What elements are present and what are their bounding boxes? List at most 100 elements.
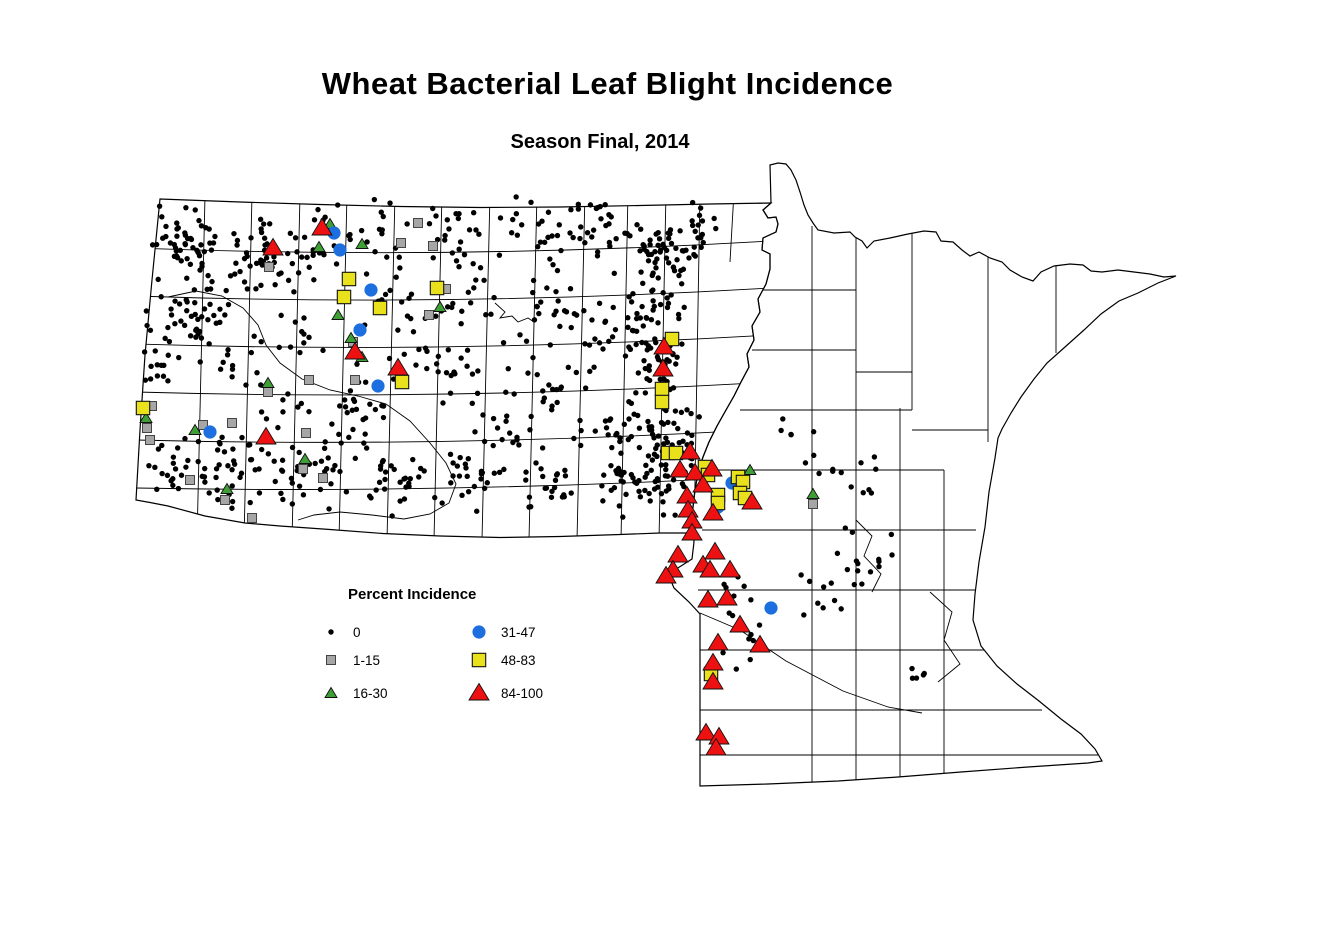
zero-dot	[553, 308, 559, 314]
zero-dot	[285, 277, 292, 284]
gray-square-marker	[808, 499, 818, 509]
zero-dot	[663, 466, 669, 473]
zero-dot	[444, 304, 451, 310]
zero-dot	[148, 363, 154, 370]
zero-dot	[288, 475, 295, 482]
zero-dot	[196, 217, 202, 224]
zero-dot	[206, 226, 212, 232]
zero-dot	[182, 435, 188, 442]
zero-dot	[647, 498, 653, 504]
zero-dot	[407, 475, 413, 482]
zero-dot	[379, 227, 385, 233]
zero-dot	[159, 470, 165, 477]
zero-dot	[336, 431, 342, 438]
yellow-square-marker	[135, 400, 151, 416]
zero-dot	[178, 472, 185, 478]
zero-dot	[538, 466, 544, 472]
zero-dot	[275, 424, 281, 431]
zero-dot	[481, 277, 487, 283]
zero-dot	[689, 199, 696, 206]
zero-dot	[178, 258, 184, 264]
zero-dot	[667, 231, 673, 237]
zero-dot	[469, 400, 475, 407]
zero-dot	[206, 490, 212, 496]
zero-dot	[622, 353, 629, 359]
zero-dot	[545, 209, 552, 215]
zero-dot	[244, 286, 251, 292]
zero-dot	[575, 201, 582, 208]
zero-dot	[507, 430, 513, 436]
zero-dot	[554, 267, 561, 274]
zero-dot	[272, 478, 278, 485]
zero-dot	[174, 220, 180, 226]
zero-dot	[633, 341, 639, 348]
zero-dot	[321, 252, 327, 258]
zero-dot	[557, 385, 564, 392]
red-triangle-marker	[262, 237, 284, 256]
zero-dot	[673, 361, 679, 367]
zero-dot	[636, 477, 642, 484]
zero-dot	[550, 261, 556, 268]
zero-dot	[642, 390, 649, 396]
zero-dot	[182, 240, 188, 247]
zero-dot	[548, 494, 555, 500]
zero-dot	[422, 345, 429, 351]
zero-dot	[888, 531, 895, 538]
zero-dot	[410, 329, 417, 335]
zero-dot	[587, 202, 594, 208]
zero-dot	[567, 286, 574, 292]
zero-dot	[584, 229, 591, 236]
zero-dot	[278, 312, 284, 319]
zero-dot	[578, 442, 584, 449]
zero-dot	[689, 432, 695, 439]
green-triangle-marker	[324, 686, 338, 698]
zero-dot	[849, 529, 856, 535]
markers-gray-square	[142, 218, 818, 523]
zero-dot	[393, 274, 399, 280]
green-triangle-marker	[433, 300, 447, 312]
zero-dot	[665, 235, 672, 242]
zero-dot	[233, 260, 239, 266]
zero-dot	[653, 445, 659, 452]
zero-dot	[213, 474, 219, 481]
zero-dot	[452, 371, 458, 377]
zero-dot	[490, 442, 496, 449]
zero-dot	[549, 403, 555, 409]
zero-dot	[627, 346, 634, 353]
zero-dot	[257, 216, 264, 223]
zero-dot	[280, 409, 286, 415]
zero-dot	[663, 462, 669, 468]
zero-dot	[453, 211, 459, 217]
zero-dot	[851, 581, 858, 588]
legend-title: Percent Incidence	[348, 586, 477, 603]
zero-dot	[670, 477, 677, 483]
zero-dot	[389, 513, 395, 519]
zero-dot	[675, 425, 681, 432]
zero-dot	[469, 371, 476, 377]
zero-dot	[187, 333, 194, 339]
zero-dot	[633, 390, 639, 396]
zero-dot	[473, 277, 479, 283]
zero-dot	[143, 308, 150, 314]
blue-circle-marker	[327, 226, 341, 240]
zero-dot	[295, 404, 301, 410]
zero-dot	[195, 458, 201, 465]
zero-dot	[820, 605, 826, 611]
zero-dot	[214, 487, 220, 493]
zero-dot	[439, 500, 445, 506]
zero-dot	[397, 479, 403, 485]
zero-dot	[258, 446, 265, 453]
zero-dot	[648, 467, 654, 473]
zero-dot	[547, 342, 553, 348]
zero-dot	[456, 263, 462, 270]
zero-dot	[398, 299, 405, 305]
zero-dot	[280, 496, 286, 503]
zero-dot	[416, 474, 422, 480]
zero-dot	[362, 415, 369, 421]
green-triangle-marker	[298, 452, 312, 464]
zero-dot	[461, 251, 468, 258]
zero-dot	[167, 240, 174, 246]
zero-dot	[853, 558, 860, 564]
zero-dot	[820, 584, 827, 590]
zero-dot	[634, 222, 640, 228]
